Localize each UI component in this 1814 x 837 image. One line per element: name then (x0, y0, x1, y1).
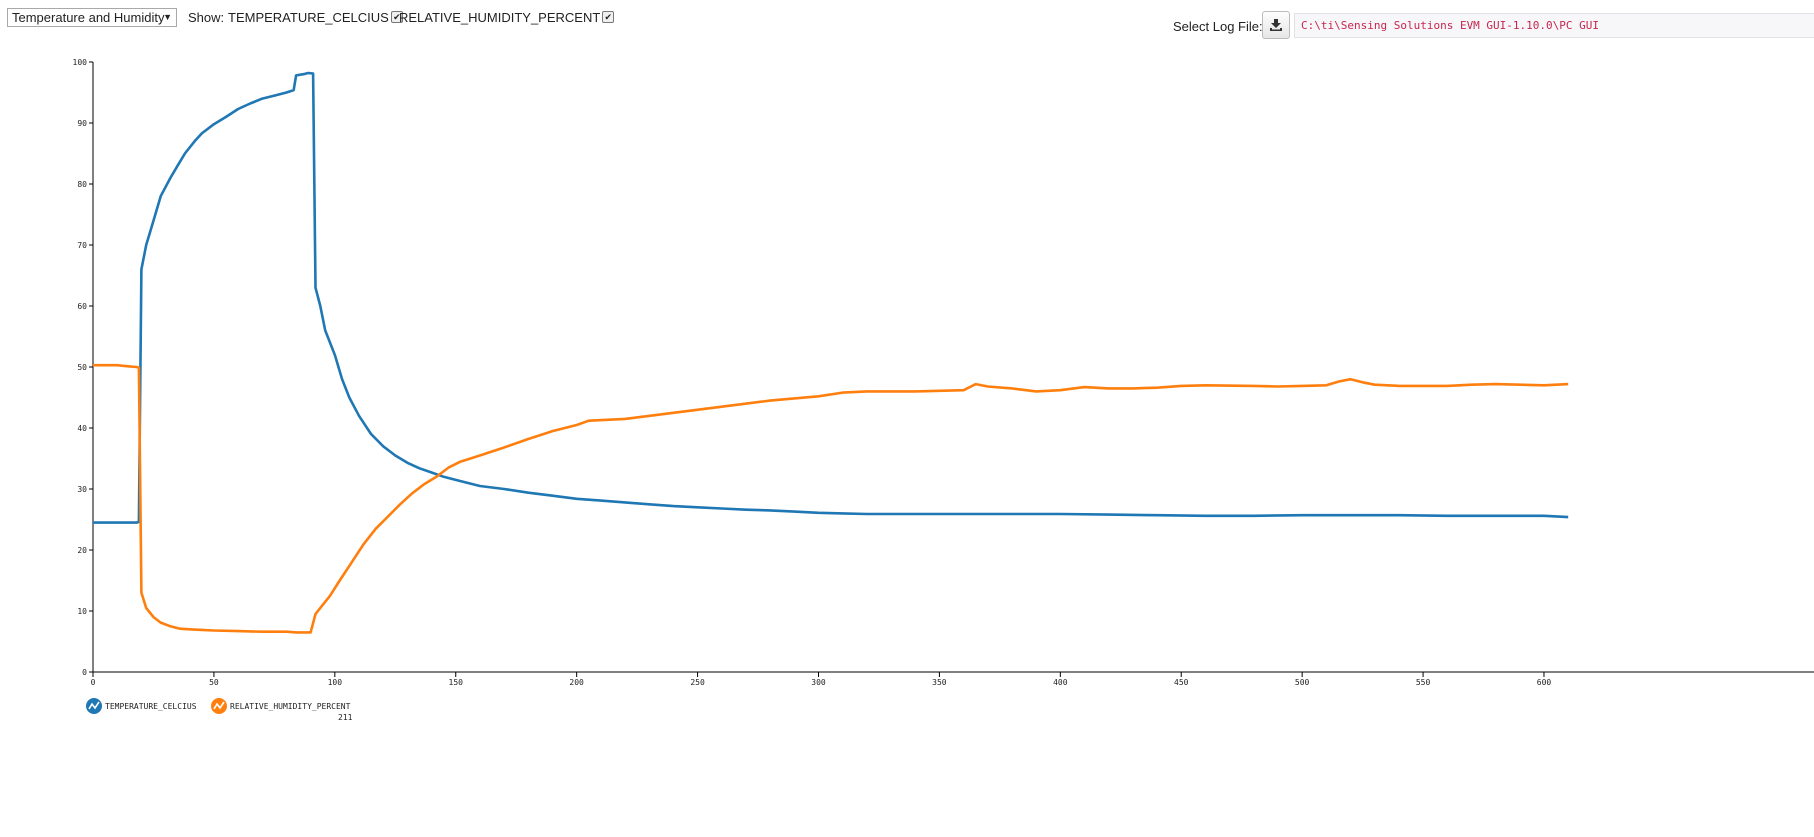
x-tick-label: 600 (1537, 678, 1552, 687)
x-tick-label: 300 (811, 678, 826, 687)
chart-type-select-value: Temperature and Humidity (12, 10, 165, 25)
y-tick-label: 50 (77, 363, 87, 372)
series-line-temperature (93, 71, 1569, 524)
x-tick-label: 500 (1295, 678, 1310, 687)
y-tick-label: 80 (77, 180, 87, 189)
select-log-file-button[interactable] (1262, 11, 1290, 39)
x-tick-label: 100 (328, 678, 343, 687)
x-tick-label: 400 (1053, 678, 1068, 687)
y-tick-label: 40 (77, 424, 87, 433)
x-tick-label: 200 (569, 678, 584, 687)
toggle-temperature-label: TEMPERATURE_CELCIUS (228, 10, 389, 25)
show-label: Show: (188, 10, 225, 25)
log-file-path: C:\ti\Sensing Solutions EVM GUI-1.10.0\P… (1294, 13, 1814, 38)
x-tick-label: 450 (1174, 678, 1189, 687)
toolbar: Temperature and Humidity ▼ Show: TEMPERA… (0, 0, 1814, 50)
x-tick-label: 50 (209, 678, 219, 687)
y-tick-label: 70 (77, 241, 87, 250)
y-tick-label: 60 (77, 302, 87, 311)
x-tick-label: 350 (932, 678, 947, 687)
toggle-humidity-label: RELATIVE_HUMIDITY_PERCENT (399, 10, 601, 25)
y-tick-label: 100 (73, 58, 88, 67)
chart-type-select[interactable]: Temperature and Humidity ▼ (7, 8, 177, 27)
x-tick-label: 250 (690, 678, 705, 687)
download-icon (1270, 19, 1282, 31)
log-file-label: Select Log File: (1173, 19, 1263, 34)
footer-value: 211 (338, 713, 353, 722)
legend-temperature-label: TEMPERATURE_CELCIUS (105, 702, 197, 711)
toggle-humidity[interactable]: RELATIVE_HUMIDITY_PERCENT ✔ (399, 10, 615, 25)
x-tick-label: 550 (1416, 678, 1431, 687)
temperature-checkbox[interactable]: ✔ (390, 11, 403, 23)
legend-humidity-label: RELATIVE_HUMIDITY_PERCENT (230, 702, 351, 711)
humidity-checkbox[interactable]: ✔ (602, 11, 615, 23)
series-line-humidity (93, 363, 1569, 634)
line-chart: 0 10 20 30 40 50 60 70 80 90 100 0 50 100 150 200 250 300… (73, 58, 1814, 687)
y-tick-label: 20 (77, 546, 87, 555)
y-tick-label: 0 (82, 668, 87, 677)
y-tick-label: 90 (77, 119, 87, 128)
y-tick-label: 30 (77, 485, 87, 494)
legend-humidity-icon (211, 698, 227, 714)
x-tick-label: 150 (449, 678, 464, 687)
legend-temperature-icon (86, 698, 102, 714)
y-tick-label: 10 (77, 607, 87, 616)
toggle-temperature[interactable]: TEMPERATURE_CELCIUS ✔ (228, 10, 403, 25)
dropdown-arrow-icon: ▼ (163, 12, 172, 22)
x-tick-label: 0 (91, 678, 96, 687)
